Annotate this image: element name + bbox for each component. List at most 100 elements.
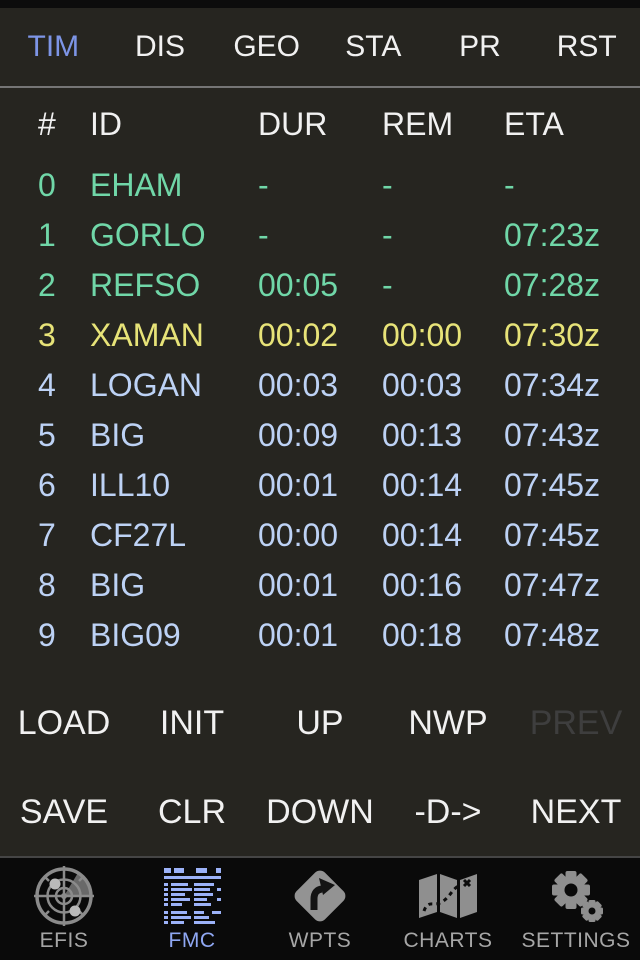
cell-eta: 07:28z: [504, 267, 601, 303]
radar-icon: [32, 863, 96, 929]
status-bar-strip: [0, 0, 640, 8]
tab-geo[interactable]: GEO: [233, 30, 301, 63]
table-row[interactable]: 7 CF27L 00:00 00:14 07:45z: [38, 510, 640, 560]
nwp-button[interactable]: NWP: [408, 704, 488, 742]
cell-dur: 00:02: [258, 317, 339, 353]
cell-num: 6: [38, 467, 56, 503]
tab-fmc[interactable]: FMC: [128, 858, 256, 960]
column-header-num: #: [38, 106, 56, 142]
fmc-display-icon: [162, 863, 222, 929]
cell-dur: 00:05: [258, 267, 339, 303]
cell-num: 3: [38, 317, 56, 353]
cell-rem: 00:18: [382, 617, 463, 653]
cell-id: REFSO: [90, 267, 201, 303]
cell-id: BIG09: [90, 617, 181, 653]
table-row[interactable]: 0 EHAM - - -: [38, 160, 640, 210]
table-row[interactable]: 4 LOGAN 00:03 00:03 07:34z: [38, 360, 640, 410]
cell-num: 5: [38, 417, 56, 453]
tab-tim[interactable]: TIM: [27, 30, 80, 63]
direct-to-button[interactable]: -D->: [414, 793, 482, 831]
tab-label: SETTINGS: [521, 929, 631, 952]
cell-eta: 07:45z: [504, 517, 601, 553]
init-button[interactable]: INIT: [159, 704, 225, 742]
save-button[interactable]: SAVE: [19, 793, 109, 831]
tab-charts[interactable]: CHARTS: [384, 858, 512, 960]
up-button[interactable]: UP: [296, 704, 344, 742]
column-header-rem: REM: [382, 106, 454, 142]
cell-num: 4: [38, 367, 56, 403]
cell-rem: 00:14: [382, 467, 463, 503]
map-icon: [416, 863, 480, 929]
tab-rst[interactable]: RST: [556, 30, 617, 63]
cell-dur: 00:00: [258, 517, 339, 553]
tab-label: WPTS: [288, 929, 352, 952]
cell-eta: 07:34z: [504, 367, 601, 403]
table-body: 0 EHAM - - - 1 GORLO - - 07:23z 2 REFSO 00:05 - 07:28z…: [38, 160, 640, 660]
cell-dur: 00:01: [258, 567, 339, 603]
cell-num: 7: [38, 517, 56, 553]
cell-rem: 00:14: [382, 517, 463, 553]
action-button-grid: LOAD INIT UP NWP PREV SAVE CLR DOWN -D-> NEXT: [0, 698, 640, 837]
cell-eta: 07:47z: [504, 567, 601, 603]
tab-dis[interactable]: DIS: [135, 30, 186, 63]
table-row[interactable]: 2 REFSO 00:05 - 07:28z: [38, 260, 640, 310]
column-header-dur: DUR: [258, 106, 328, 142]
top-divider: [0, 86, 640, 88]
tab-settings[interactable]: SETTINGS: [512, 858, 640, 960]
tab-sta[interactable]: STA: [345, 30, 402, 63]
waypoint-table: # ID DUR REM ETA 0 EHAM - - - 1 GORLO - - 07:23z 2 REFS…: [0, 88, 640, 660]
clr-button[interactable]: CLR: [157, 793, 227, 831]
cell-rem: -: [382, 167, 393, 203]
cell-id: LOGAN: [90, 367, 203, 403]
table-header-row: # ID DUR REM ETA: [38, 88, 640, 160]
table-row[interactable]: 9 BIG09 00:01 00:18 07:48z: [38, 610, 640, 660]
gears-icon: [544, 863, 608, 929]
cell-dur: 00:01: [258, 617, 339, 653]
table-row[interactable]: 3 XAMAN 00:02 00:00 07:30z: [38, 310, 640, 360]
next-button[interactable]: NEXT: [530, 793, 622, 831]
cell-eta: 07:30z: [504, 317, 601, 353]
cell-id: CF27L: [90, 517, 187, 553]
cell-eta: 07:43z: [504, 417, 601, 453]
tab-efis[interactable]: EFIS: [0, 858, 128, 960]
cell-rem: 00:13: [382, 417, 463, 453]
cell-id: BIG: [90, 417, 146, 453]
cell-num: 0: [38, 167, 56, 203]
table-row[interactable]: 5 BIG 00:09 00:13 07:43z: [38, 410, 640, 460]
cell-rem: 00:03: [382, 367, 463, 403]
tab-pr[interactable]: PR: [459, 30, 501, 63]
cell-rem: -: [382, 267, 393, 303]
cell-rem: 00:16: [382, 567, 463, 603]
table-row[interactable]: 1 GORLO - - 07:23z: [38, 210, 640, 260]
cell-eta: 07:23z: [504, 217, 601, 253]
cell-id: ILL10: [90, 467, 171, 503]
cell-id: XAMAN: [90, 317, 204, 353]
tab-label: CHARTS: [403, 929, 493, 952]
cell-id: BIG: [90, 567, 146, 603]
cell-dur: -: [258, 217, 269, 253]
table-row[interactable]: 6 ILL10 00:01 00:14 07:45z: [38, 460, 640, 510]
tab-label: FMC: [168, 929, 216, 952]
column-header-eta: ETA: [504, 106, 564, 142]
turn-sign-icon: [288, 863, 352, 929]
cell-dur: -: [258, 167, 269, 203]
tab-wpts[interactable]: WPTS: [256, 858, 384, 960]
cell-rem: 00:00: [382, 317, 463, 353]
action-row-2: SAVE CLR DOWN -D-> NEXT: [0, 787, 640, 837]
cell-dur: 00:09: [258, 417, 339, 453]
down-button[interactable]: DOWN: [266, 793, 374, 831]
cell-dur: 00:01: [258, 467, 339, 503]
cell-dur: 00:03: [258, 367, 339, 403]
cell-num: 9: [38, 617, 56, 653]
column-header-id: ID: [90, 106, 122, 142]
cell-id: GORLO: [90, 217, 206, 253]
top-tab-bar: TIM DIS GEO STA PR RST: [0, 8, 640, 86]
table-row[interactable]: 8 BIG 00:01 00:16 07:47z: [38, 560, 640, 610]
load-button[interactable]: LOAD: [17, 704, 111, 742]
cell-eta: -: [504, 167, 515, 203]
cell-num: 8: [38, 567, 56, 603]
cell-num: 2: [38, 267, 56, 303]
cell-rem: -: [382, 217, 393, 253]
cell-num: 1: [38, 217, 56, 253]
